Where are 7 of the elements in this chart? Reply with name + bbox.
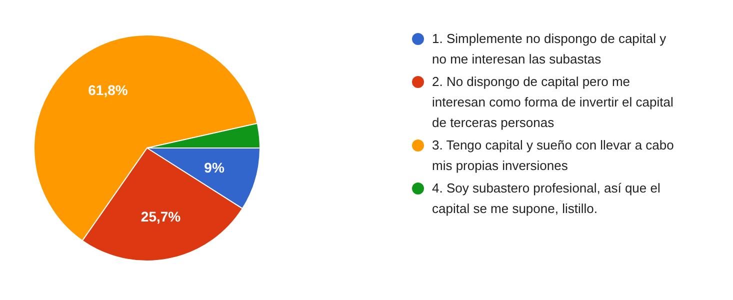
data-label: 9%: [204, 160, 225, 176]
legend-label: 1. Simplemente no dispongo de capital y no me interesan las subastas: [432, 31, 667, 66]
legend-label: 4. Soy subastero profesional, así que el capital se me supone, listillo.: [432, 180, 660, 216]
legend-label: 3. Tengo capital y sueño con llevar a cabo mis propias inversiones: [432, 138, 674, 173]
legend-label: 2. No dispongo de capital pero me interesan como forma de invertir el capital de terceras personas: [432, 74, 674, 130]
data-label: 25,7%: [140, 208, 182, 225]
data-label: 61,8%: [88, 82, 128, 98]
